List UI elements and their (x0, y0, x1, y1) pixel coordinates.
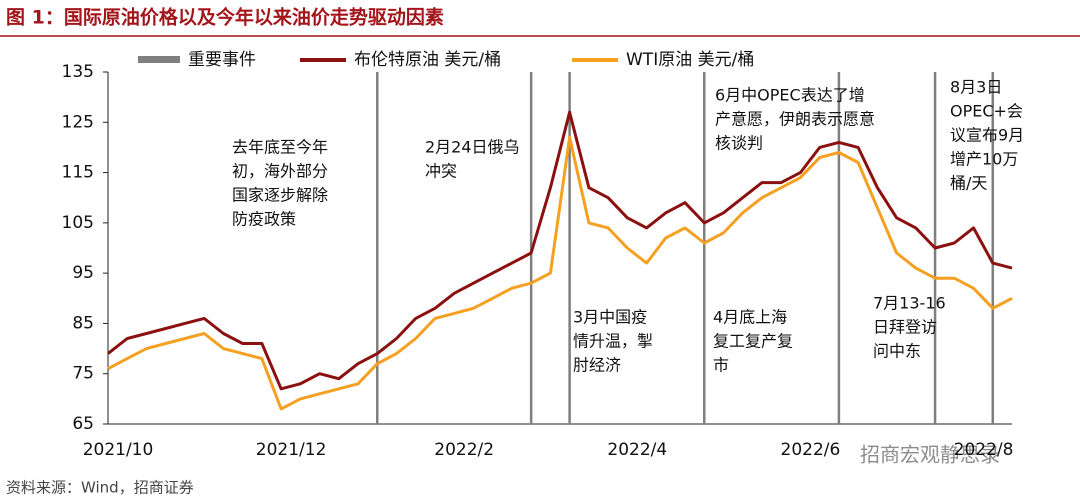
annotation: 防疫政策 (232, 210, 296, 229)
annotation: 3月中国疫 (573, 308, 647, 327)
annotation: 国家逐步解除 (232, 186, 328, 205)
annotation: 肘经济 (573, 356, 621, 375)
annotation: 去年底至今年 (232, 138, 328, 157)
annotation: 复工复产复 (713, 332, 793, 351)
y-tick-label: 65 (72, 414, 94, 434)
y-tick-label: 95 (72, 263, 94, 283)
annotation: 核谈判 (715, 134, 763, 153)
x-tick-label: 2022/8 (954, 440, 1014, 460)
annotation: 产意愿，伊朗表示愿意 (715, 110, 875, 129)
y-tick-label: 75 (72, 364, 94, 384)
annotation: 议宣布9月 (950, 126, 1024, 145)
y-tick-label: 115 (62, 163, 94, 183)
y-tick-label: 105 (62, 213, 94, 233)
x-tick-label: 2022/4 (607, 440, 667, 460)
x-tick-label: 2021/12 (256, 440, 327, 460)
y-tick-label: 135 (62, 62, 94, 82)
legend-label: 重要事件 (188, 50, 256, 70)
annotation: 日拜登访 (873, 318, 937, 337)
annotation: 冲突 (425, 162, 457, 181)
source: 资料来源：Wind，招商证券 (6, 479, 194, 497)
legend-label: WTI原油 美元/桶 (626, 50, 754, 70)
annotation: 初，海外部分 (232, 162, 328, 181)
annotation: OPEC+会 (950, 102, 1023, 121)
series-line (107, 110, 1013, 391)
annotation: 市 (713, 356, 729, 375)
annotation: 情升温，掣 (573, 332, 653, 351)
annotation: 桶/天 (950, 174, 987, 193)
x-tick-label: 2022/2 (434, 440, 494, 460)
y-tick-label: 85 (72, 313, 94, 333)
annotation: 8月3日 (950, 78, 1002, 97)
annotation: 2月24日俄乌 (425, 138, 520, 157)
watermark: 招商宏观静思录 (860, 443, 1000, 467)
chart-title: 图 1：国际原油价格以及今年以来油价走势驱动因素 (6, 6, 444, 29)
series-line (107, 135, 1013, 411)
y-tick-label: 125 (62, 112, 94, 132)
annotation: 6月中OPEC表达了增 (715, 86, 865, 105)
annotation: 7月13-16 (873, 294, 946, 313)
annotation: 增产10万 (950, 150, 1018, 169)
legend-label: 布伦特原油 美元/桶 (354, 50, 501, 70)
x-tick-label: 2022/6 (781, 440, 841, 460)
annotation: 问中东 (873, 342, 921, 361)
legend-swatch (138, 56, 180, 63)
annotation: 4月底上海 (713, 308, 787, 327)
x-tick-label: 2021/10 (83, 440, 154, 460)
